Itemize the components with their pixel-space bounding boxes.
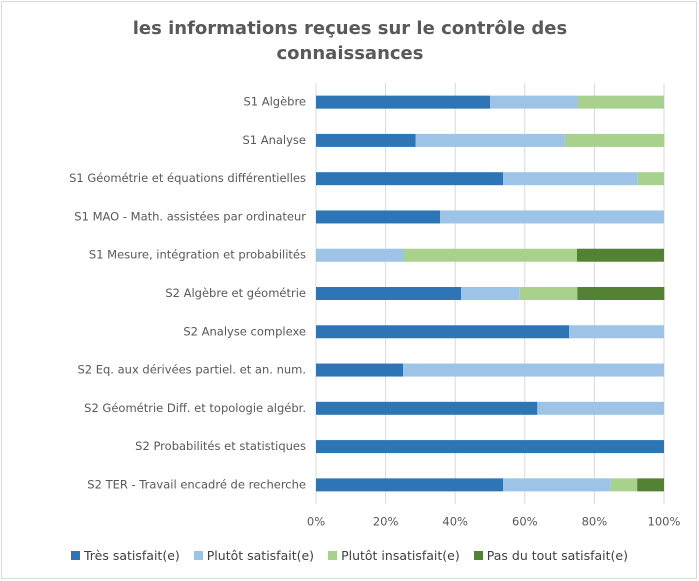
x-tick-label: 80% xyxy=(582,515,608,529)
x-tick-label: 60% xyxy=(512,515,538,529)
bar-segment xyxy=(440,210,664,224)
y-tick-label: S2 Eq. aux dérivées partiel. et an. num. xyxy=(77,363,306,377)
y-tick-label: S2 Algèbre et géométrie xyxy=(165,286,306,300)
bar-segment xyxy=(577,248,664,262)
bar-segment xyxy=(316,95,490,109)
legend-swatch xyxy=(328,551,338,560)
legend-swatch xyxy=(193,551,203,560)
y-tick-label: S1 Mesure, intégration et probabilités xyxy=(89,248,306,262)
bar-segment xyxy=(316,401,538,415)
legend-item: Très satisfait(e) xyxy=(70,548,180,563)
bar-segment xyxy=(637,172,664,186)
y-tick-label: S2 Probabilités et statistiques xyxy=(135,439,306,453)
legend-label: Plutôt insatisfait(e) xyxy=(341,548,460,563)
y-tick-label: S2 TER - Travail encadré de recherche xyxy=(87,477,306,491)
bar-segment xyxy=(577,95,664,109)
bar-segment xyxy=(519,287,578,300)
legend-label: Très satisfait(e) xyxy=(83,548,180,563)
bar-segment xyxy=(490,95,577,109)
legend-swatch xyxy=(473,551,483,560)
x-tick-label: 20% xyxy=(373,515,399,529)
chart-title: les informations reçues sur le contrôle … xyxy=(132,18,568,64)
bar-segment xyxy=(316,133,416,147)
bar-segment xyxy=(415,133,565,147)
x-tick-label: 0% xyxy=(307,515,325,529)
bar-segment xyxy=(316,363,403,377)
bar-segment xyxy=(316,478,504,492)
bar-segment xyxy=(316,210,441,224)
y-tick-label: S1 Analyse xyxy=(242,133,306,147)
bar-segment xyxy=(564,133,665,147)
x-tick-label: 100% xyxy=(648,515,681,529)
legend-item: Plutôt insatisfait(e) xyxy=(328,548,460,563)
legend: Très satisfait(e) Plutôt satisfait(e) Plut… xyxy=(0,548,699,563)
y-tick-label: S1 MAO - Math. assistées par ordinateur xyxy=(74,209,306,223)
x-tick-label: 40% xyxy=(442,515,468,529)
bar-segment xyxy=(403,248,577,262)
bar-segment xyxy=(610,478,638,492)
legend-swatch xyxy=(70,551,80,560)
bar-segment xyxy=(316,248,403,262)
bar-segment xyxy=(503,172,638,186)
bar-segment xyxy=(568,325,664,339)
y-tick-label: S2 Analyse complexe xyxy=(183,324,306,338)
y-tick-label: S1 Géométrie et équations différentielle… xyxy=(69,171,306,185)
y-tick-label: S1 Algèbre xyxy=(243,95,306,109)
y-tick-label: S2 Géométrie Diff. et topologie algébr. xyxy=(84,401,306,415)
bar-segment xyxy=(577,287,665,300)
bar-segment xyxy=(316,287,462,300)
bar-segment xyxy=(503,478,611,492)
bar-segment xyxy=(403,363,664,377)
bar-segment xyxy=(637,478,664,492)
bar-segment xyxy=(316,440,664,454)
legend-item: Plutôt satisfait(e) xyxy=(193,548,315,563)
legend-label: Plutôt satisfait(e) xyxy=(206,548,315,563)
legend-item: Pas du tout satisfait(e) xyxy=(473,548,629,563)
bar-segment xyxy=(316,325,569,339)
legend-label: Pas du tout satisfait(e) xyxy=(486,548,629,563)
bar-segment xyxy=(537,401,664,415)
bar-segment xyxy=(461,287,520,300)
bar-segment xyxy=(316,172,504,186)
